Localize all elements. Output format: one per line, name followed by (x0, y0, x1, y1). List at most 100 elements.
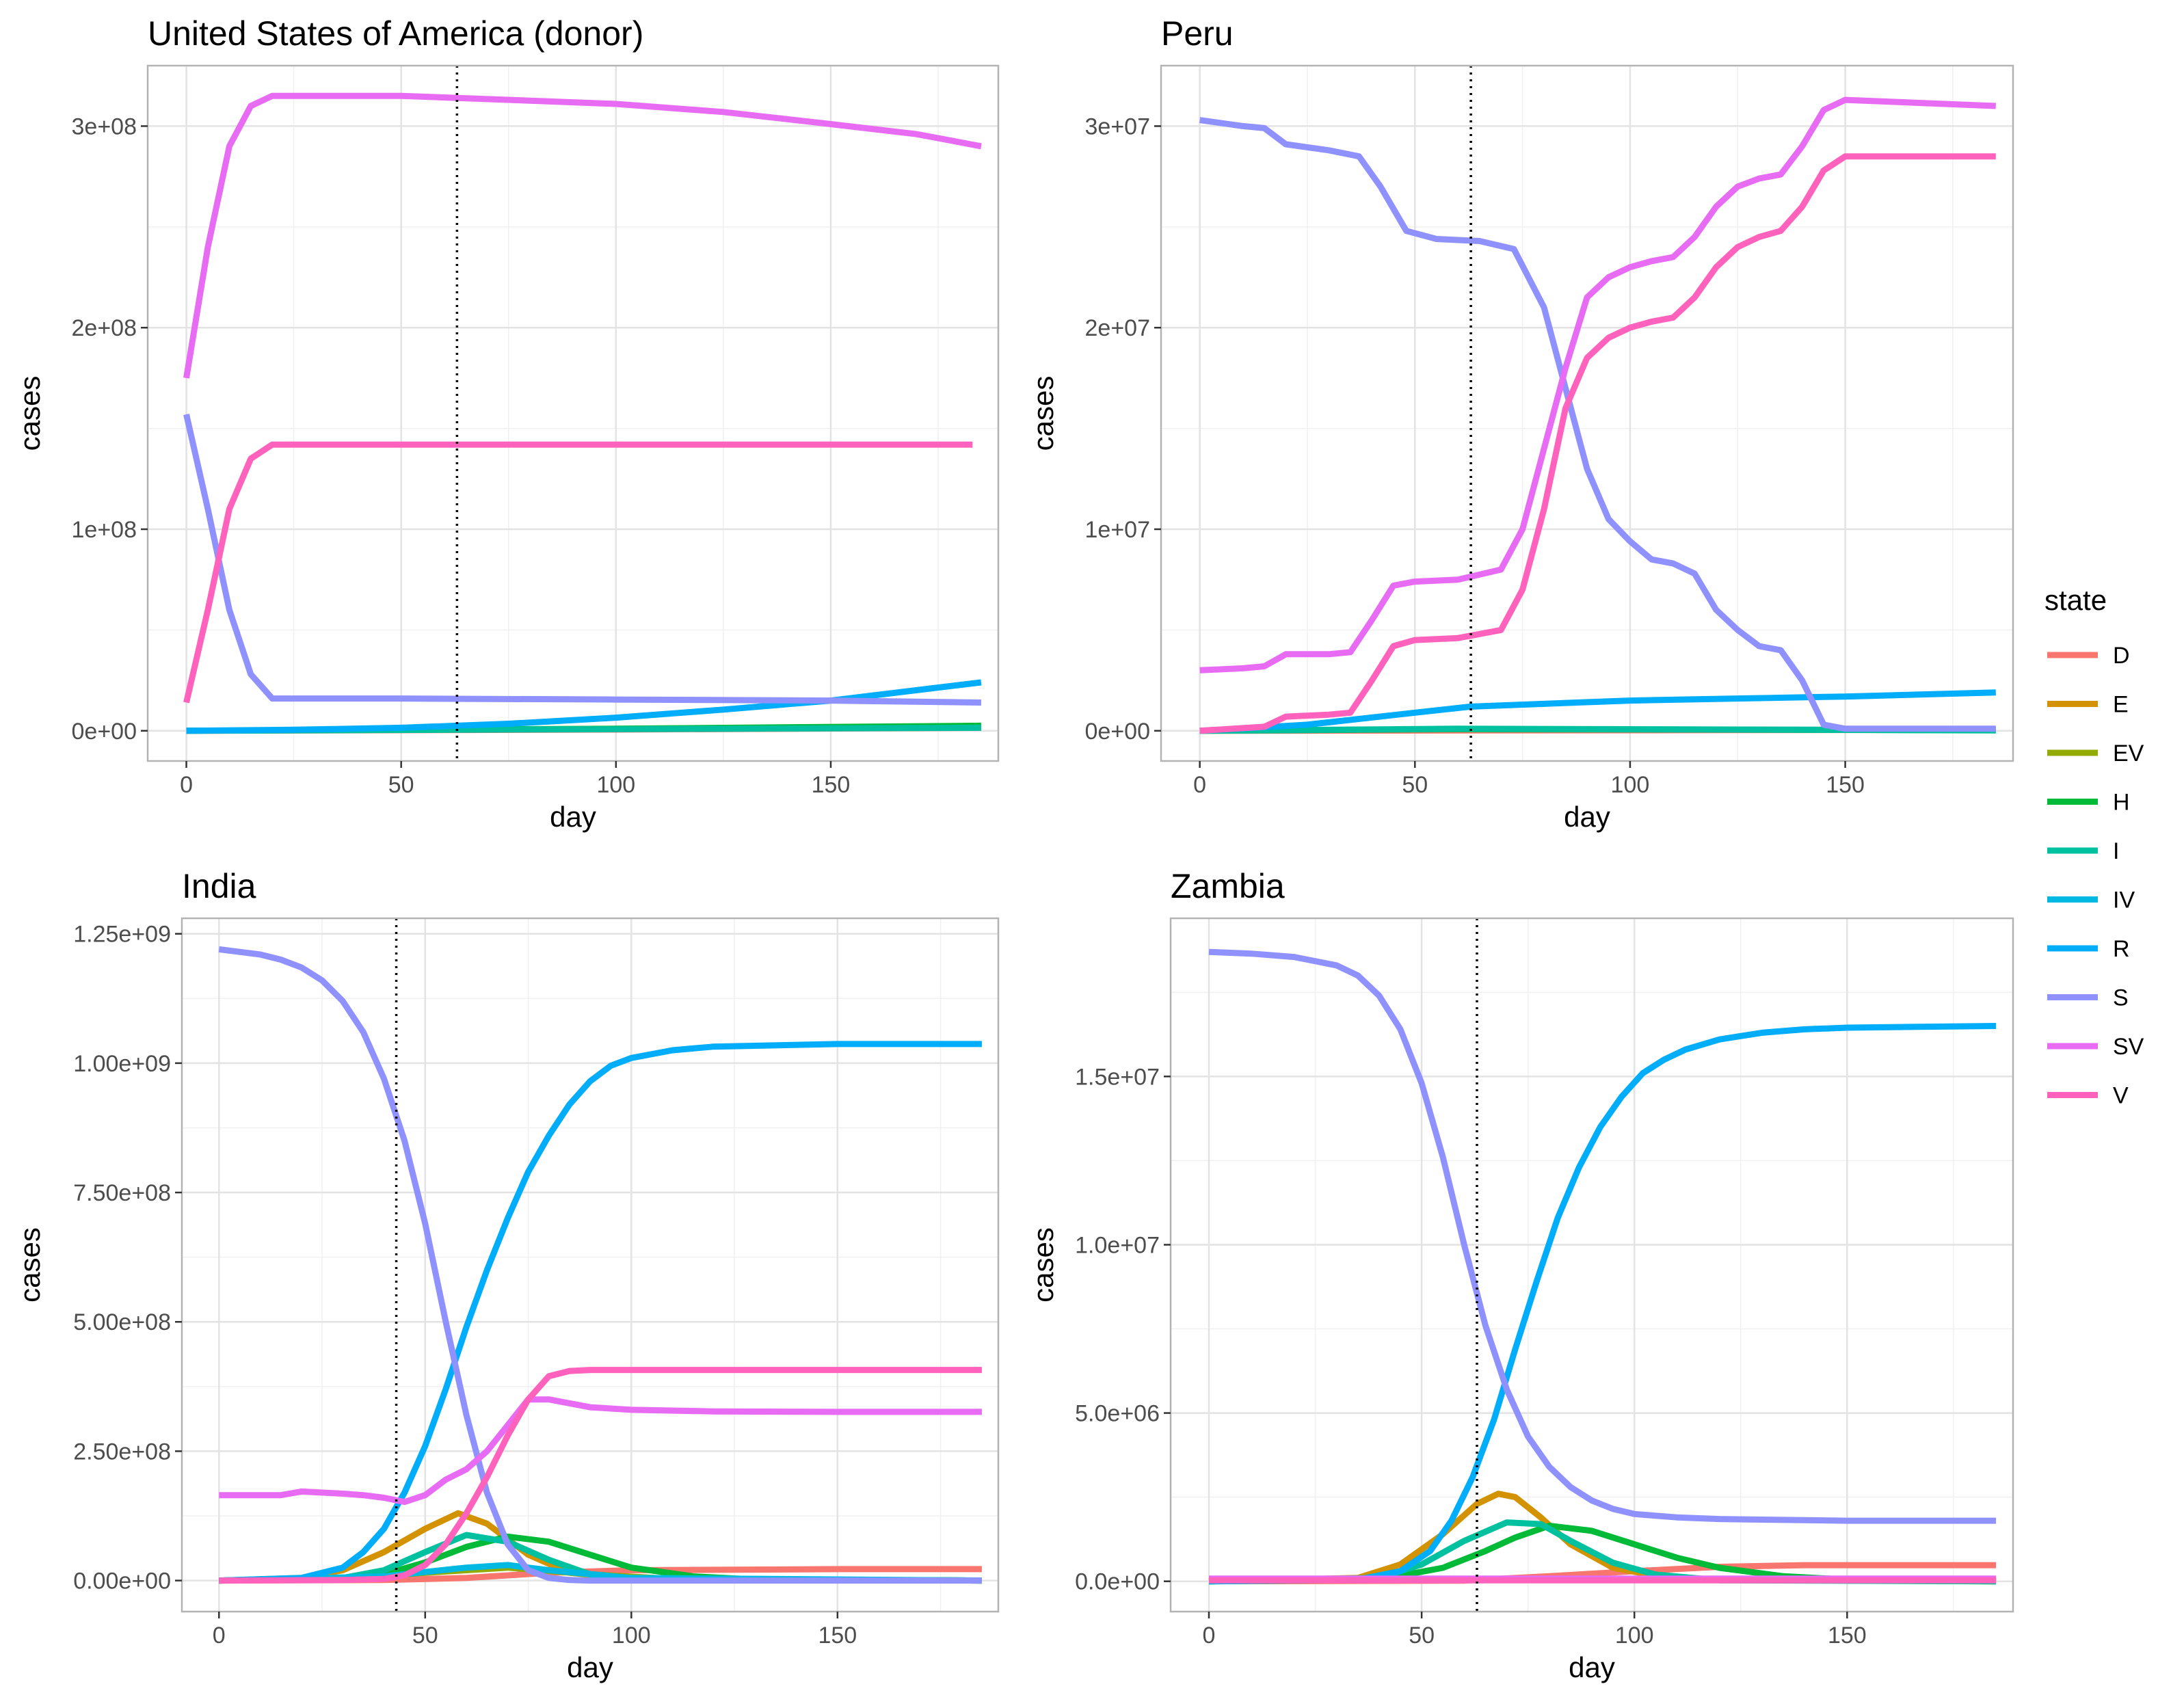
y-tick-label: 1e+08 (72, 517, 137, 543)
legend-item-sv: SV (2047, 1034, 2144, 1060)
y-tick-label: 2e+08 (72, 315, 137, 341)
x-tick-label: 50 (388, 772, 414, 798)
panel-background (182, 918, 998, 1612)
legend-item-d: D (2047, 643, 2130, 669)
y-tick-label: 1.00e+09 (73, 1051, 171, 1077)
series-line-sv (183, 92, 982, 379)
y-tick-label: 1.5e+07 (1075, 1064, 1160, 1090)
x-tick-label: 150 (1828, 1623, 1867, 1649)
series-line-i (1199, 725, 1996, 734)
legend-item-label: E (2113, 692, 2129, 718)
y-tick-label: 5.0e+06 (1075, 1401, 1160, 1427)
legend-title: state (2044, 584, 2107, 616)
legend: state DE EV HI IV RS SV V (2044, 584, 2144, 1109)
x-axis-title: day (1569, 1651, 1615, 1683)
panel-title: Peru (1161, 14, 1234, 53)
legend-item-label: I (2113, 838, 2119, 864)
series-line-s (218, 946, 982, 1584)
x-axis-title: day (550, 801, 596, 833)
x-tick-label: 100 (596, 772, 635, 798)
y-tick-label: 3e+07 (1085, 114, 1151, 139)
y-tick-label: 0.0e+00 (1075, 1569, 1160, 1595)
series-line-v (183, 441, 973, 704)
y-tick-label: 3e+08 (72, 114, 137, 139)
series-line-r (1208, 1023, 1997, 1585)
series-line-r (219, 1041, 982, 1584)
series-line-s (1199, 117, 1996, 732)
x-tick-label: 50 (1402, 772, 1428, 798)
panel-border (1160, 64, 2014, 762)
legend-item-label: H (2113, 790, 2130, 816)
legend-item-label: IV (2113, 888, 2135, 913)
legend-item-label: D (2113, 643, 2130, 669)
y-axis-title: cases (14, 1227, 46, 1303)
legend-item-s: S (2047, 985, 2129, 1011)
legend-item-v: V (2047, 1083, 2129, 1109)
x-tick-label: 100 (612, 1623, 651, 1649)
legend-item-label: EV (2113, 740, 2144, 766)
legend-item-r: R (2047, 936, 2130, 962)
legend-item-e: E (2047, 692, 2129, 718)
y-axis-title: cases (1027, 376, 1059, 451)
y-axis: 0.00e+00 2.50e+08 5.00e+08 7.50e+08 1.00e+09… (73, 922, 182, 1594)
series-line-s (1208, 948, 1997, 1524)
y-tick-label: 0e+00 (72, 719, 137, 745)
x-tick-label: 150 (1826, 772, 1865, 798)
y-tick-label: 2e+07 (1085, 315, 1151, 341)
x-axis-title: day (567, 1651, 613, 1683)
x-axis: 0 50 100 150 (213, 1612, 857, 1649)
y-axis: 0.0e+00 5.0e+06 1.0e+07 1.5e+07 (1075, 1064, 1171, 1595)
series-lines (1208, 948, 1997, 1585)
legend-item-iv: IV (2047, 888, 2135, 913)
x-axis-title: day (1564, 801, 1610, 833)
legend-item-label: V (2113, 1083, 2129, 1109)
panel-border (1169, 917, 2014, 1613)
panel-peru: 0 50 100 150 0e+00 1e+07 2e+07 3e+07 day cases Per… (1027, 14, 2014, 833)
y-tick-label: 0.00e+00 (73, 1569, 171, 1594)
y-tick-label: 5.00e+08 (73, 1309, 171, 1335)
y-axis: 0e+00 1e+08 2e+08 3e+08 (72, 114, 148, 745)
series-line-sv (1199, 96, 1996, 673)
legend-item-i: I (2047, 838, 2119, 864)
panel-background (148, 66, 998, 761)
panel-india: 0 50 100 150 0.00e+00 2.50e+08 5.00e+08 7.50e+0… (14, 867, 1000, 1683)
facet-panels: 0 50 100 150 0e+00 1e+08 2e+08 3e+08 day cases Uni… (14, 14, 2014, 1683)
panel-title: Zambia (1171, 867, 1285, 905)
panel-background (1161, 66, 2013, 761)
legend-item-label: SV (2113, 1034, 2144, 1060)
x-axis: 0 50 100 150 (180, 761, 850, 798)
x-tick-label: 100 (1615, 1623, 1654, 1649)
panel-united-states-of-america-donor: 0 50 100 150 0e+00 1e+08 2e+08 3e+08 day cases Uni… (14, 14, 1000, 833)
x-tick-label: 0 (1203, 1623, 1216, 1649)
panel-title: United States of America (donor) (148, 14, 643, 53)
x-axis: 0 50 100 150 (1193, 761, 1865, 798)
panel-border (181, 917, 1000, 1613)
y-axis-title: cases (14, 376, 46, 451)
y-tick-label: 2.50e+08 (73, 1439, 171, 1465)
gridlines (182, 918, 998, 1612)
x-tick-label: 150 (812, 772, 851, 798)
legend-item-ev: EV (2047, 740, 2144, 766)
series-lines (218, 946, 982, 1584)
x-tick-label: 0 (213, 1623, 226, 1649)
legend-item-label: R (2113, 936, 2130, 962)
y-axis-title: cases (1027, 1227, 1059, 1303)
series-line-r (1199, 689, 1996, 734)
series-line-s (183, 414, 981, 706)
series-line-e (1208, 1491, 1997, 1585)
x-tick-label: 50 (1409, 1623, 1435, 1649)
series-line-sv (219, 1396, 982, 1506)
series-line-v (1199, 153, 1996, 734)
panel-background (1171, 918, 2013, 1612)
legend-item-label: S (2113, 985, 2129, 1011)
series-line-v (219, 1367, 982, 1584)
series-lines (183, 92, 982, 734)
y-tick-label: 1.0e+07 (1075, 1232, 1160, 1258)
panel-title: India (182, 867, 256, 905)
y-tick-label: 1e+07 (1085, 517, 1151, 543)
x-tick-label: 0 (180, 772, 193, 798)
y-tick-label: 1.25e+09 (73, 922, 171, 948)
x-tick-label: 100 (1611, 772, 1650, 798)
y-tick-label: 7.50e+08 (73, 1180, 171, 1206)
